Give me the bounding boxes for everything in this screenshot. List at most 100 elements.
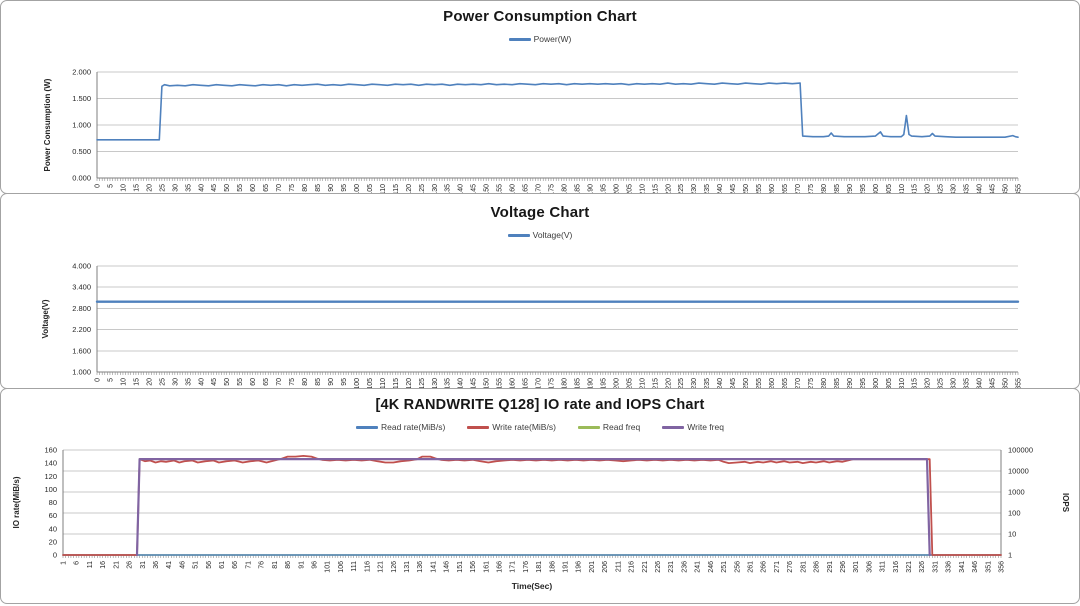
svg-text:336: 336	[946, 561, 953, 573]
legend-item: Power(W)	[508, 34, 571, 44]
svg-text:311: 311	[880, 561, 887, 572]
svg-text:86: 86	[285, 561, 292, 569]
svg-text:286: 286	[814, 561, 821, 573]
svg-text:250: 250	[743, 378, 750, 390]
svg-text:0.000: 0.000	[72, 174, 91, 183]
svg-text:345: 345	[990, 184, 997, 193]
svg-text:295: 295	[860, 378, 867, 390]
svg-text:175: 175	[549, 184, 556, 193]
svg-text:331: 331	[932, 561, 939, 573]
svg-text:50: 50	[224, 184, 231, 192]
svg-text:160: 160	[510, 184, 517, 193]
svg-text:266: 266	[761, 561, 768, 573]
svg-text:180: 180	[561, 184, 568, 193]
svg-text:350: 350	[1003, 378, 1010, 390]
svg-text:195: 195	[600, 378, 607, 390]
legend-label: Read rate(MiB/s)	[381, 422, 446, 432]
svg-text:95: 95	[341, 378, 348, 386]
svg-text:130: 130	[432, 184, 439, 193]
svg-text:1.000: 1.000	[72, 121, 91, 130]
svg-text:151: 151	[457, 561, 464, 573]
svg-text:75: 75	[289, 184, 296, 192]
svg-text:205: 205	[626, 184, 633, 193]
svg-text:285: 285	[834, 378, 841, 390]
svg-text:45: 45	[211, 184, 218, 192]
power-chart-legend: Power(W)	[1, 31, 1079, 47]
svg-text:145: 145	[471, 378, 478, 390]
svg-text:235: 235	[704, 184, 711, 193]
svg-text:126: 126	[391, 561, 398, 573]
svg-text:330: 330	[951, 378, 958, 390]
legend-label: Write freq	[687, 422, 724, 432]
svg-text:320: 320	[925, 378, 932, 390]
svg-text:65: 65	[263, 378, 270, 386]
svg-text:2.200: 2.200	[72, 325, 91, 334]
svg-text:20: 20	[146, 184, 153, 192]
svg-text:280: 280	[821, 184, 828, 193]
svg-text:275: 275	[808, 184, 815, 193]
svg-text:95: 95	[341, 184, 348, 192]
svg-text:305: 305	[886, 378, 893, 390]
svg-text:201: 201	[589, 561, 596, 573]
svg-text:305: 305	[886, 184, 893, 193]
io-rate-iops-chart-panel: [4K RANDWRITE Q128] IO rate and IOPS Cha…	[0, 388, 1080, 604]
svg-text:245: 245	[730, 184, 737, 193]
svg-text:30: 30	[172, 378, 179, 386]
svg-text:136: 136	[417, 561, 424, 573]
svg-text:325: 325	[938, 184, 945, 193]
svg-text:5: 5	[107, 184, 114, 188]
svg-text:326: 326	[919, 561, 926, 573]
svg-text:285: 285	[834, 184, 841, 193]
svg-text:155: 155	[497, 378, 504, 390]
svg-text:15: 15	[133, 378, 140, 386]
svg-text:71: 71	[245, 561, 252, 569]
svg-text:125: 125	[419, 378, 426, 390]
svg-text:110: 110	[380, 184, 387, 193]
svg-text:276: 276	[787, 561, 794, 573]
svg-text:296: 296	[840, 561, 847, 573]
svg-text:70: 70	[276, 184, 283, 192]
svg-text:35: 35	[185, 184, 192, 192]
svg-text:120: 120	[406, 378, 413, 390]
svg-text:320: 320	[925, 184, 932, 193]
svg-text:216: 216	[629, 561, 636, 573]
svg-text:135: 135	[445, 378, 452, 390]
svg-text:335: 335	[964, 184, 971, 193]
legend-item: Write freq	[662, 422, 724, 432]
svg-text:IOPS: IOPS	[1061, 493, 1070, 513]
svg-text:116: 116	[364, 561, 371, 572]
svg-text:150: 150	[484, 378, 491, 390]
svg-text:4.000: 4.000	[72, 262, 91, 271]
svg-text:300: 300	[873, 378, 880, 390]
svg-text:100: 100	[44, 485, 57, 494]
svg-text:80: 80	[302, 378, 309, 386]
svg-text:105: 105	[367, 378, 374, 390]
svg-text:121: 121	[378, 561, 385, 573]
svg-text:Time(Sec): Time(Sec)	[512, 581, 553, 591]
svg-text:240: 240	[717, 184, 724, 193]
svg-text:110: 110	[380, 378, 387, 389]
legend-line-icon	[577, 425, 600, 429]
svg-text:226: 226	[655, 561, 662, 573]
svg-text:0: 0	[95, 184, 102, 188]
svg-text:241: 241	[695, 561, 702, 573]
svg-text:146: 146	[444, 561, 451, 573]
svg-text:60: 60	[49, 511, 57, 520]
svg-text:301: 301	[853, 561, 860, 573]
svg-text:355: 355	[1016, 184, 1023, 193]
voltage-chart-panel: Voltage Chart Voltage(V) 1.000 1.600 2.200…	[0, 193, 1080, 390]
svg-text:200: 200	[613, 184, 620, 193]
svg-text:40: 40	[198, 184, 205, 192]
svg-text:101: 101	[325, 561, 332, 573]
svg-text:120: 120	[406, 184, 413, 193]
svg-text:341: 341	[959, 561, 966, 573]
svg-text:51: 51	[193, 561, 200, 569]
svg-text:81: 81	[272, 561, 279, 569]
svg-text:345: 345	[990, 378, 997, 390]
svg-text:10: 10	[120, 378, 127, 386]
svg-text:1.600: 1.600	[72, 346, 91, 355]
svg-text:36: 36	[153, 561, 160, 569]
svg-text:1: 1	[61, 561, 68, 565]
svg-text:251: 251	[721, 561, 728, 573]
svg-text:255: 255	[756, 378, 763, 390]
